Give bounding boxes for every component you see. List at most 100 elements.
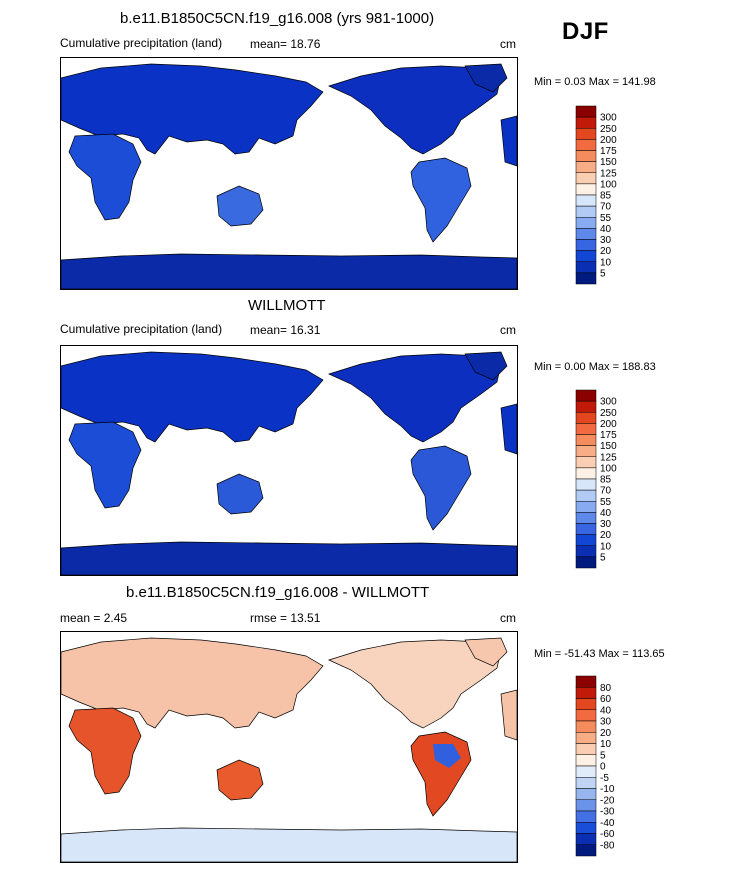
colorbar-tick-label: 20	[600, 728, 612, 739]
colorbar-swatch	[575, 788, 597, 800]
landmass-australia	[216, 185, 264, 227]
panel1-colorbar: 300 250 200 175 150 125 100 85 70 55 40 30 20 10 5	[575, 105, 656, 285]
colorbar-tick-label: 5	[600, 552, 606, 563]
colorbar-tick-label: 0	[600, 762, 606, 773]
colorbar-tick-label: -5	[600, 773, 609, 784]
colorbar-tick-label: 20	[600, 530, 612, 541]
panel3-units-label: cm	[500, 611, 516, 625]
colorbar-tick-label: -30	[600, 807, 615, 818]
colorbar-tick-label: 300	[600, 113, 617, 124]
landmass-eurasia	[61, 637, 324, 729]
colorbar-tick-label: 55	[600, 497, 612, 508]
season-label: DJF	[562, 18, 609, 45]
landmass-antarctica	[61, 253, 517, 289]
panel2-map-svg	[61, 351, 517, 575]
colorbar-tick-label: 10	[600, 257, 612, 268]
landmass-africa	[68, 421, 142, 509]
landmass-eurasia	[61, 351, 324, 443]
panel1-title: b.e11.B1850C5CN.f19_g16.008 (yrs 981-100…	[120, 10, 435, 27]
colorbar-swatch	[575, 698, 597, 710]
colorbar-swatch	[575, 810, 597, 823]
colorbar-tick-label: 125	[600, 168, 617, 179]
colorbar-swatch	[575, 217, 597, 229]
panel1-map	[60, 57, 518, 290]
colorbar-tick-label: 5	[600, 268, 606, 279]
colorbar-swatch	[575, 732, 597, 744]
colorbar-tick-label: 200	[600, 419, 617, 430]
colorbar-swatch	[575, 412, 597, 424]
colorbar-swatch	[575, 545, 597, 558]
colorbar-swatch	[575, 687, 597, 699]
colorbar-swatch	[575, 512, 597, 524]
landmass-europe-edge	[500, 403, 517, 455]
landmass-south-america	[410, 157, 472, 243]
colorbar-swatch	[575, 272, 597, 285]
landmass-antarctica	[61, 541, 517, 575]
landmass-greenland	[464, 63, 508, 93]
colorbar-tick-label: 100	[600, 179, 617, 190]
panel3-map	[60, 631, 518, 863]
landmass-north-america	[328, 353, 502, 443]
landmass-greenland	[464, 637, 508, 667]
colorbar-tick-label: 85	[600, 191, 612, 202]
colorbar-swatch	[575, 161, 597, 173]
landmass-europe-edge	[500, 115, 517, 167]
colorbar-tick-label: 55	[600, 213, 612, 224]
colorbar-swatch	[575, 116, 597, 129]
colorbar-swatch	[575, 844, 597, 857]
colorbar-swatch	[575, 205, 597, 218]
colorbar-tick-label: -60	[600, 829, 615, 840]
panel2-units-label: cm	[500, 323, 516, 337]
colorbar-tick-label: 10	[600, 541, 612, 552]
colorbar-tick-label: 70	[600, 202, 612, 213]
colorbar-tick-label: 175	[600, 146, 617, 157]
colorbar-tick-label: 80	[600, 683, 612, 694]
colorbar-tick-label: 40	[600, 508, 612, 519]
colorbar-swatch	[575, 172, 597, 185]
landmass-africa	[68, 707, 142, 795]
colorbar-swatch	[575, 709, 597, 722]
colorbar-swatch	[575, 833, 597, 845]
colorbar-swatch	[575, 194, 597, 207]
colorbar-tick-label: 200	[600, 135, 617, 146]
colorbar-swatch	[575, 799, 597, 812]
colorbar-swatch	[575, 534, 597, 546]
colorbar-tick-label: 30	[600, 519, 612, 530]
colorbar-tick-label: 150	[600, 157, 617, 168]
panel2-map	[60, 345, 518, 576]
panel2-variable-label: Cumulative precipitation (land)	[60, 322, 223, 336]
colorbar-swatch	[575, 239, 597, 251]
panel3-map-svg	[61, 637, 517, 862]
colorbar-swatch	[575, 128, 597, 140]
panel3-rmse-label: rmse = 13.51	[250, 611, 321, 625]
panel1-map-svg	[61, 63, 517, 289]
colorbar-tick-label: 70	[600, 486, 612, 497]
colorbar-tick-label: 100	[600, 463, 617, 474]
colorbar-tick-label: 125	[600, 452, 617, 463]
colorbar-swatch	[575, 400, 597, 413]
colorbar-swatch	[575, 139, 597, 151]
colorbar-tick-label: 20	[600, 246, 612, 257]
colorbar-swatch	[575, 250, 597, 262]
colorbar-tick-label: 175	[600, 430, 617, 441]
landmass-south-america	[410, 445, 472, 531]
colorbar-swatch	[575, 501, 597, 513]
landmass-europe-edge	[500, 689, 517, 741]
colorbar-tick-label: 250	[600, 408, 617, 419]
colorbar-tick-label: 60	[600, 694, 612, 705]
colorbar-swatch	[575, 489, 597, 502]
colorbar-swatch	[575, 445, 597, 457]
landmass-australia	[216, 759, 264, 801]
panel2-minmax-label: Min = 0.00 Max = 188.83	[534, 361, 656, 373]
colorbar-swatch	[575, 523, 597, 535]
colorbar-swatch	[575, 822, 597, 834]
panel2-colorbar: 300 250 200 175 150 125 100 85 70 55 40 30 20 10 5	[575, 389, 656, 569]
colorbar-swatch	[575, 720, 597, 733]
colorbar-swatch	[575, 765, 597, 778]
landmass-africa	[68, 133, 142, 221]
panel3-colorbar: 80 60 40 30 20 10 5 0 -5 -10 -20 -30 -40 -60 -80	[575, 675, 656, 857]
panel2-title: WILLMOTT	[248, 297, 326, 314]
colorbar-tick-label: 10	[600, 739, 612, 750]
